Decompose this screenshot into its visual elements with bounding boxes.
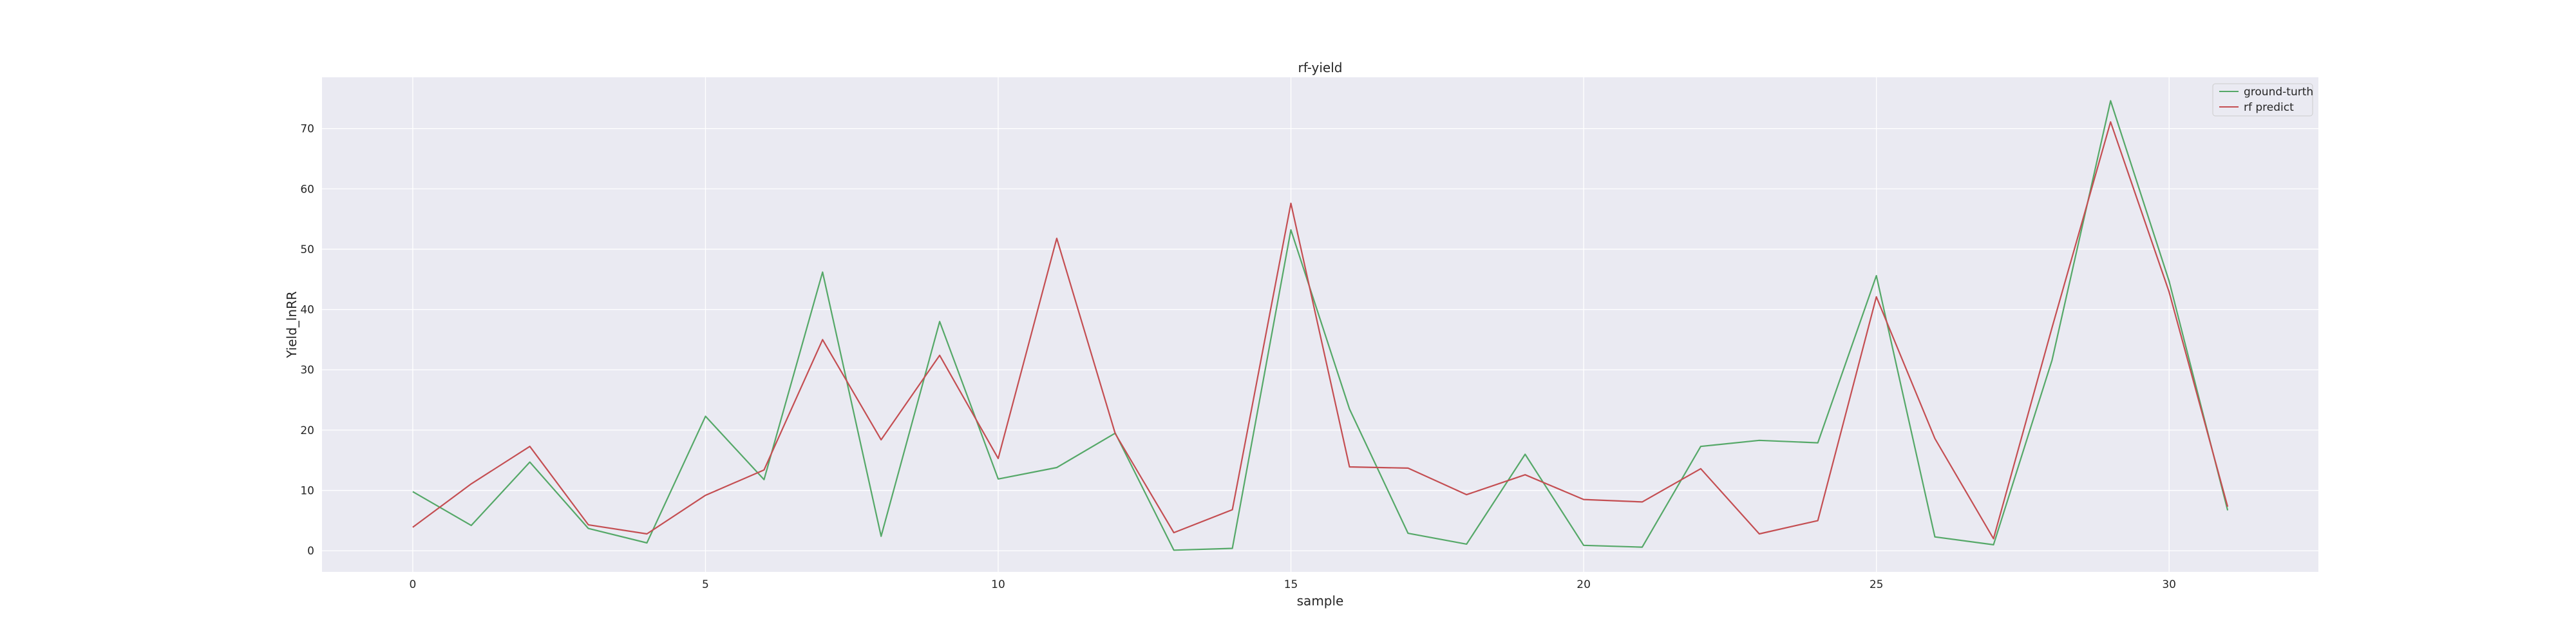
series-line-ground-turth — [412, 100, 2229, 551]
chart-title: rf-yield — [1298, 60, 1343, 75]
y-tick-label: 60 — [300, 183, 314, 196]
grid-lines — [322, 77, 2318, 572]
legend: ground-turth rf predict — [2212, 83, 2313, 117]
x-tick-label: 25 — [1870, 578, 1884, 591]
x-axis-label: sample — [1297, 593, 1344, 609]
legend-label-ground-turth: ground-turth — [2244, 86, 2313, 99]
y-tick-label: 20 — [300, 424, 314, 437]
x-tick-label: 30 — [2162, 578, 2176, 591]
series-lines — [412, 100, 2229, 551]
y-axis-ticks: 0 10 20 30 40 50 60 70 — [300, 123, 314, 558]
y-axis-label: Yield_lnRR — [284, 291, 299, 359]
x-tick-label: 5 — [702, 578, 709, 591]
x-tick-label: 15 — [1284, 578, 1298, 591]
plot-area — [322, 77, 2318, 572]
series-line-rf-predict — [412, 121, 2229, 540]
x-tick-label: 10 — [991, 578, 1005, 591]
y-tick-label: 10 — [300, 485, 314, 498]
y-tick-label: 30 — [300, 364, 314, 377]
legend-label-rf-predict: rf predict — [2244, 101, 2294, 114]
y-tick-label: 40 — [300, 304, 314, 317]
x-tick-label: 0 — [409, 578, 416, 591]
x-axis-ticks: 0 5 10 15 20 25 30 — [409, 578, 2176, 591]
x-tick-label: 20 — [1577, 578, 1591, 591]
y-tick-label: 0 — [307, 545, 314, 558]
y-tick-label: 50 — [300, 243, 314, 256]
y-tick-label: 70 — [300, 123, 314, 136]
